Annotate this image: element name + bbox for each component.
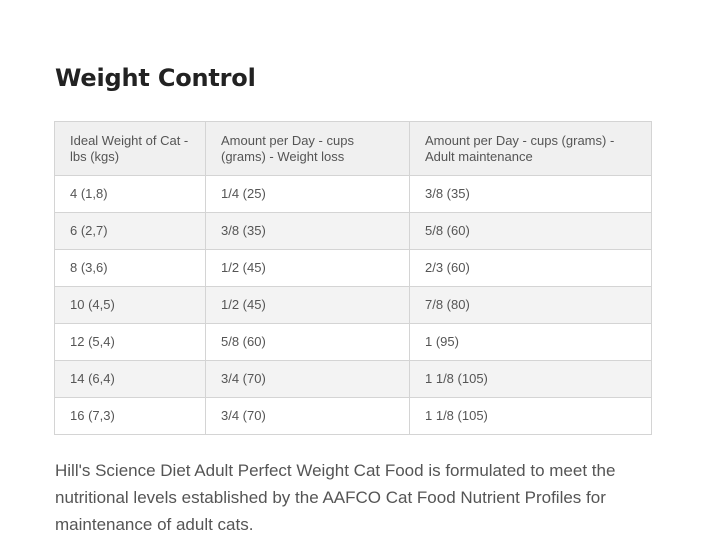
- cell-weight-loss: 3/4 (70): [205, 360, 410, 398]
- cell-ideal-weight: 8 (3,6): [54, 249, 206, 287]
- cell-weight-loss: 1/2 (45): [205, 286, 410, 324]
- product-description: Hill's Science Diet Adult Perfect Weight…: [55, 461, 616, 534]
- table-header-row: Ideal Weight of Cat - lbs (kgs) Amount p…: [54, 121, 652, 176]
- cell-ideal-weight: 4 (1,8): [54, 175, 206, 213]
- cell-maintenance: 2/3 (60): [409, 249, 652, 287]
- header-weight-loss-amount: Amount per Day - cups (grams) - Weight l…: [205, 121, 410, 176]
- table-row: 6 (2,7) 3/8 (35) 5/8 (60): [54, 212, 652, 250]
- cell-weight-loss: 3/8 (35): [205, 212, 410, 250]
- cell-ideal-weight: 10 (4,5): [54, 286, 206, 324]
- cell-weight-loss: 1/2 (45): [205, 249, 410, 287]
- table-row: 4 (1,8) 1/4 (25) 3/8 (35): [54, 175, 652, 213]
- cell-maintenance: 3/8 (35): [409, 175, 652, 213]
- table-row: 12 (5,4) 5/8 (60) 1 (95): [54, 323, 652, 361]
- table-row: 16 (7,3) 3/4 (70) 1 1/8 (105): [54, 397, 652, 435]
- header-ideal-weight: Ideal Weight of Cat - lbs (kgs): [54, 121, 206, 176]
- cell-maintenance: 1 1/8 (105): [409, 397, 652, 435]
- cell-maintenance: 1 (95): [409, 323, 652, 361]
- cell-ideal-weight: 14 (6,4): [54, 360, 206, 398]
- page-title: Weight Control: [55, 64, 256, 92]
- cell-weight-loss: 3/4 (70): [205, 397, 410, 435]
- header-maintenance-amount: Amount per Day - cups (grams) - Adult ma…: [409, 121, 652, 176]
- table-row: 8 (3,6) 1/2 (45) 2/3 (60): [54, 249, 652, 287]
- table-row: 14 (6,4) 3/4 (70) 1 1/8 (105): [54, 360, 652, 398]
- table-row: 10 (4,5) 1/2 (45) 7/8 (80): [54, 286, 652, 324]
- feeding-table: Ideal Weight of Cat - lbs (kgs) Amount p…: [54, 121, 652, 435]
- cell-weight-loss: 1/4 (25): [205, 175, 410, 213]
- cell-ideal-weight: 12 (5,4): [54, 323, 206, 361]
- cell-weight-loss: 5/8 (60): [205, 323, 410, 361]
- cell-ideal-weight: 16 (7,3): [54, 397, 206, 435]
- cell-maintenance: 7/8 (80): [409, 286, 652, 324]
- cell-maintenance: 1 1/8 (105): [409, 360, 652, 398]
- cell-maintenance: 5/8 (60): [409, 212, 652, 250]
- cell-ideal-weight: 6 (2,7): [54, 212, 206, 250]
